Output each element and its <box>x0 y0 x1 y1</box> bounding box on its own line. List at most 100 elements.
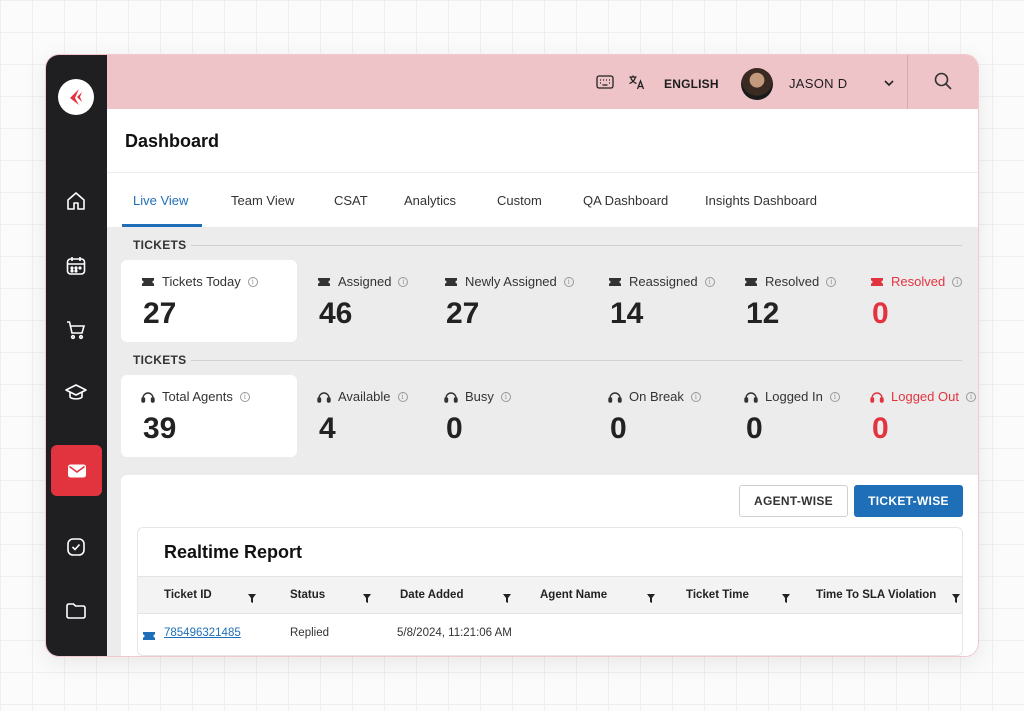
stat-label: Logged Out <box>891 389 959 404</box>
info-icon[interactable]: i <box>239 391 250 402</box>
language-selector[interactable]: ENGLISH <box>664 77 719 91</box>
ticket-id-link[interactable]: 785496321485 <box>164 627 241 639</box>
topbar: ENGLISH JASON D <box>107 55 978 109</box>
info-icon[interactable]: i <box>563 276 574 287</box>
sidebar-item-home[interactable] <box>56 181 96 221</box>
info-icon[interactable]: i <box>704 276 715 287</box>
filter-icon[interactable] <box>782 590 790 608</box>
translate-button[interactable] <box>628 74 646 95</box>
tab-analytics[interactable]: Analytics <box>404 193 457 208</box>
stat-value: 46 <box>319 297 353 330</box>
info-icon[interactable]: i <box>690 391 701 402</box>
main-area: ENGLISH JASON D Dashboard Live View Team… <box>107 55 978 656</box>
sidebar-item-files[interactable] <box>56 591 96 631</box>
stat-resolved-alert[interactable]: Resolved i 0 <box>870 274 963 331</box>
stat-value: 27 <box>143 297 177 330</box>
stat-value: 27 <box>446 297 480 330</box>
brand-logo[interactable] <box>58 79 94 115</box>
ticket-icon <box>445 277 457 286</box>
info-icon[interactable]: i <box>398 276 409 287</box>
column-header-agent-name[interactable]: Agent Name <box>540 589 608 601</box>
search-button[interactable] <box>933 71 953 96</box>
section-divider <box>191 245 962 246</box>
tab-insights-dashboard[interactable]: Insights Dashboard <box>705 193 818 208</box>
sidebar-item-cart[interactable] <box>56 310 96 350</box>
info-icon[interactable]: i <box>247 276 258 287</box>
report-title: Realtime Report <box>164 542 303 562</box>
stat-newly-assigned[interactable]: Newly Assigned i 27 <box>444 274 574 331</box>
section-label-agents: TICKETS <box>133 353 187 367</box>
tab-qa-dashboard[interactable]: QA Dashboard <box>583 193 669 208</box>
table-header: Ticket ID Status Date Added Agent Name T… <box>138 576 962 614</box>
stat-card-highlight <box>121 375 297 457</box>
avatar[interactable] <box>741 68 773 100</box>
filter-icon[interactable] <box>952 590 960 608</box>
keyboard-button[interactable] <box>596 74 614 95</box>
sidebar-item-calendar[interactable] <box>56 246 96 286</box>
info-icon[interactable]: i <box>500 391 511 402</box>
ticket-status: Replied <box>290 627 329 639</box>
ticket-wise-button[interactable]: TICKET-WISE <box>854 485 963 517</box>
headset-icon <box>744 391 758 403</box>
sidebar-item-learning[interactable] <box>56 373 96 413</box>
filter-icon[interactable] <box>503 590 511 608</box>
stat-reassigned[interactable]: Reassigned i 14 <box>608 274 715 331</box>
info-icon[interactable]: i <box>952 276 963 287</box>
stat-resolved[interactable]: Resolved i 12 <box>744 274 837 331</box>
cart-icon <box>67 321 86 340</box>
topbar-divider <box>907 55 908 109</box>
stat-value: 0 <box>872 412 889 445</box>
stat-value: 14 <box>610 297 644 330</box>
filter-icon[interactable] <box>248 590 256 608</box>
stat-logged-in[interactable]: Logged In i 0 <box>744 389 840 446</box>
sidebar <box>46 55 107 656</box>
table-row[interactable]: 785496321485 Replied 5/8/2024, 11:21:06 … <box>138 616 962 652</box>
headset-icon <box>444 391 458 403</box>
stat-busy[interactable]: Busy i 0 <box>444 389 511 446</box>
sidebar-item-mail[interactable] <box>51 445 102 496</box>
search-icon <box>934 72 952 90</box>
ticket-icon <box>745 277 757 286</box>
stat-label: On Break <box>629 389 684 404</box>
stat-label: Reassigned <box>629 274 698 289</box>
column-header-ticket-id[interactable]: Ticket ID <box>164 589 212 601</box>
stat-value: 39 <box>143 412 177 445</box>
stat-assigned[interactable]: Assigned i 46 <box>317 274 409 331</box>
agent-stats-row: Total Agents i 39 Available i 4 Busy i 0 On… <box>107 375 978 457</box>
tab-team-view[interactable]: Team View <box>231 193 295 208</box>
app-window: ENGLISH JASON D Dashboard Live View Team… <box>45 54 979 657</box>
column-header-ticket-time[interactable]: Ticket Time <box>686 589 749 601</box>
info-icon[interactable]: i <box>965 391 976 402</box>
filter-icon[interactable] <box>647 590 655 608</box>
stat-available[interactable]: Available i 4 <box>317 389 408 446</box>
chevron-down-icon <box>884 80 894 87</box>
tab-custom[interactable]: Custom <box>497 193 542 208</box>
stat-value: 0 <box>446 412 463 445</box>
info-icon[interactable]: i <box>826 276 837 287</box>
realtime-report-card: Realtime Report Ticket ID Status Date Ad… <box>137 527 963 656</box>
headset-icon <box>141 391 155 403</box>
agent-wise-button[interactable]: AGENT-WISE <box>739 485 848 517</box>
info-icon[interactable]: i <box>397 391 408 402</box>
tab-csat[interactable]: CSAT <box>334 193 368 208</box>
tab-live-view[interactable]: Live View <box>133 193 189 208</box>
column-header-date-added[interactable]: Date Added <box>400 589 464 601</box>
stat-value: 4 <box>319 412 336 445</box>
stat-total-agents[interactable]: Total Agents i 39 <box>141 389 250 446</box>
column-header-status[interactable]: Status <box>290 589 326 601</box>
stat-tickets-today[interactable]: Tickets Today i 27 <box>141 274 258 331</box>
stat-value: 12 <box>746 297 780 330</box>
info-icon[interactable]: i <box>829 391 840 402</box>
logo-mark-icon <box>70 89 82 105</box>
page-header: Dashboard <box>107 109 978 173</box>
sidebar-item-tasks[interactable] <box>56 527 96 567</box>
ticket-date-added: 5/8/2024, 11:21:06 AM <box>397 627 512 639</box>
page-title: Dashboard <box>125 131 220 151</box>
stat-logged-out[interactable]: Logged Out i 0 <box>870 389 976 446</box>
mail-icon <box>67 464 86 477</box>
filter-icon[interactable] <box>363 590 371 608</box>
user-menu-toggle[interactable] <box>883 76 895 94</box>
user-name[interactable]: JASON D <box>789 76 848 91</box>
column-header-sla-violation[interactable]: Time To SLA Violation <box>816 589 937 601</box>
stat-on-break[interactable]: On Break i 0 <box>608 389 701 446</box>
